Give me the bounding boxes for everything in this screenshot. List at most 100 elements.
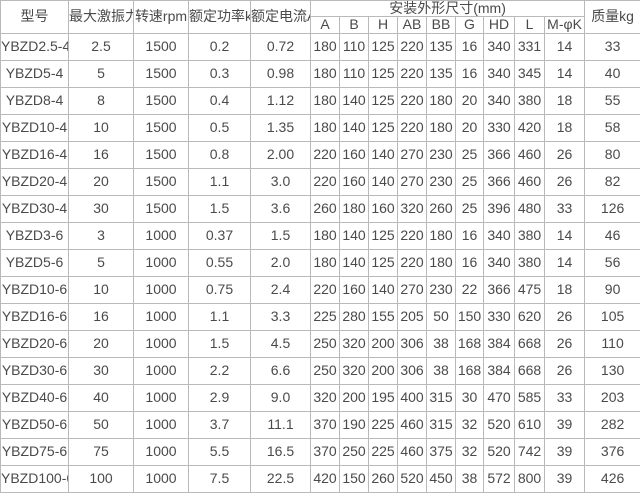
column-header-dim-g: G xyxy=(456,17,484,33)
column-header-force: 最大激振力kN xyxy=(69,1,134,34)
cell-mass: 110 xyxy=(585,330,640,357)
cell-force: 40 xyxy=(69,384,134,411)
cell-power: 0.4 xyxy=(189,87,251,114)
cell-model: YBZD75-6 xyxy=(1,438,69,465)
cell-dim-l: 742 xyxy=(515,438,545,465)
cell-dim-mk: 39 xyxy=(545,411,585,438)
cell-dim-b: 140 xyxy=(340,249,369,276)
cell-mass: 40 xyxy=(585,60,640,87)
cell-dim-hd: 366 xyxy=(484,276,515,303)
cell-dim-l: 480 xyxy=(515,195,545,222)
cell-dim-hd: 366 xyxy=(484,141,515,168)
cell-current: 2.0 xyxy=(251,249,311,276)
cell-dim-mk: 26 xyxy=(545,168,585,195)
cell-dim-hd: 340 xyxy=(484,249,515,276)
cell-speed: 1500 xyxy=(134,168,189,195)
cell-dim-mk: 14 xyxy=(545,33,585,60)
cell-mass: 80 xyxy=(585,141,640,168)
cell-dim-a: 225 xyxy=(311,303,340,330)
cell-force: 10 xyxy=(69,114,134,141)
cell-dim-mk: 14 xyxy=(545,60,585,87)
cell-dim-l: 800 xyxy=(515,465,545,492)
cell-dim-a: 370 xyxy=(311,438,340,465)
cell-current: 0.98 xyxy=(251,60,311,87)
cell-dim-mk: 26 xyxy=(545,303,585,330)
cell-current: 1.12 xyxy=(251,87,311,114)
cell-dim-g: 25 xyxy=(456,195,484,222)
cell-power: 1.1 xyxy=(189,168,251,195)
cell-force: 100 xyxy=(69,465,134,492)
cell-dim-bb: 315 xyxy=(427,384,456,411)
cell-model: YBZD50-6 xyxy=(1,411,69,438)
cell-dim-mk: 18 xyxy=(545,276,585,303)
cell-dim-l: 331 xyxy=(515,33,545,60)
cell-power: 0.5 xyxy=(189,114,251,141)
cell-model: YBZD20-6 xyxy=(1,330,69,357)
cell-speed: 1500 xyxy=(134,114,189,141)
cell-dim-mk: 33 xyxy=(545,384,585,411)
cell-dim-bb: 135 xyxy=(427,60,456,87)
cell-dim-g: 30 xyxy=(456,384,484,411)
cell-dim-b: 190 xyxy=(340,411,369,438)
cell-dim-h: 195 xyxy=(369,384,398,411)
cell-dim-h: 125 xyxy=(369,33,398,60)
cell-model: YBZD30-6 xyxy=(1,357,69,384)
cell-power: 5.5 xyxy=(189,438,251,465)
cell-force: 10 xyxy=(69,276,134,303)
cell-dim-b: 140 xyxy=(340,114,369,141)
column-header-dim-a: A xyxy=(311,17,340,33)
cell-dim-l: 380 xyxy=(515,249,545,276)
cell-dim-mk: 26 xyxy=(545,330,585,357)
cell-dim-b: 320 xyxy=(340,330,369,357)
cell-dim-g: 38 xyxy=(456,465,484,492)
cell-dim-a: 220 xyxy=(311,141,340,168)
cell-dim-g: 32 xyxy=(456,438,484,465)
cell-power: 1.5 xyxy=(189,195,251,222)
cell-dim-h: 125 xyxy=(369,249,398,276)
column-header-dim-bb: BB xyxy=(427,17,456,33)
cell-dim-a: 220 xyxy=(311,168,340,195)
cell-dim-mk: 26 xyxy=(545,357,585,384)
cell-dim-h: 140 xyxy=(369,276,398,303)
cell-speed: 1500 xyxy=(134,87,189,114)
cell-mass: 82 xyxy=(585,168,640,195)
cell-dim-h: 160 xyxy=(369,195,398,222)
cell-dim-ab: 270 xyxy=(398,141,427,168)
cell-dim-ab: 320 xyxy=(398,195,427,222)
cell-force: 16 xyxy=(69,303,134,330)
cell-dim-mk: 14 xyxy=(545,222,585,249)
cell-dim-mk: 33 xyxy=(545,195,585,222)
cell-dim-bb: 38 xyxy=(427,330,456,357)
cell-dim-ab: 220 xyxy=(398,222,427,249)
cell-dim-l: 668 xyxy=(515,330,545,357)
cell-speed: 1000 xyxy=(134,330,189,357)
cell-dim-mk: 39 xyxy=(545,438,585,465)
cell-speed: 1000 xyxy=(134,222,189,249)
cell-force: 3 xyxy=(69,222,134,249)
cell-dim-l: 475 xyxy=(515,276,545,303)
cell-power: 3.7 xyxy=(189,411,251,438)
cell-dim-a: 220 xyxy=(311,276,340,303)
cell-dim-hd: 340 xyxy=(484,87,515,114)
cell-dim-bb: 38 xyxy=(427,357,456,384)
column-header-dim-hd: HD xyxy=(484,17,515,33)
cell-model: YBZD8-4 xyxy=(1,87,69,114)
cell-dim-h: 260 xyxy=(369,465,398,492)
cell-dim-b: 110 xyxy=(340,60,369,87)
column-header-speed: 转速rpm xyxy=(134,1,189,34)
cell-force: 16 xyxy=(69,141,134,168)
cell-current: 2.00 xyxy=(251,141,311,168)
cell-dim-g: 22 xyxy=(456,276,484,303)
cell-dim-hd: 396 xyxy=(484,195,515,222)
cell-dim-mk: 14 xyxy=(545,249,585,276)
cell-dim-l: 420 xyxy=(515,114,545,141)
cell-power: 0.37 xyxy=(189,222,251,249)
